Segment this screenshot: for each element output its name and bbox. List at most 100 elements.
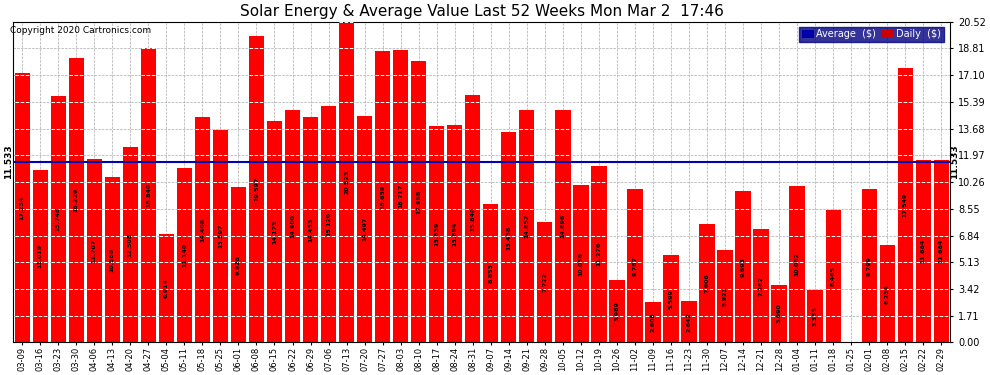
Bar	[213, 130, 228, 342]
Text: 14.433: 14.433	[308, 217, 313, 242]
Bar	[573, 185, 588, 342]
Text: 10.058: 10.058	[578, 252, 583, 276]
Text: 8.853: 8.853	[488, 263, 493, 283]
Text: 8.465: 8.465	[831, 266, 836, 286]
Bar	[393, 50, 408, 342]
Bar	[826, 210, 841, 342]
Bar	[538, 222, 552, 342]
Bar	[718, 250, 733, 342]
Text: 17.549: 17.549	[903, 193, 908, 217]
Text: 3.353: 3.353	[813, 306, 818, 326]
Text: 18.840: 18.840	[146, 183, 150, 207]
Bar	[177, 168, 192, 342]
Text: Copyright 2020 Cartronics.com: Copyright 2020 Cartronics.com	[10, 26, 151, 35]
Bar	[808, 290, 823, 342]
Bar	[68, 57, 84, 342]
Text: 13.597: 13.597	[218, 224, 223, 248]
Text: 2.642: 2.642	[686, 312, 691, 332]
Text: 13.884: 13.884	[452, 222, 457, 246]
Text: 14.173: 14.173	[272, 219, 277, 244]
Bar	[771, 285, 787, 342]
Text: 15.120: 15.120	[326, 212, 331, 236]
Text: 10.002: 10.002	[795, 252, 800, 276]
Text: 9.693: 9.693	[741, 257, 745, 277]
Bar	[86, 159, 102, 342]
Text: 18.229: 18.229	[73, 188, 79, 212]
Bar	[861, 189, 877, 342]
Text: 7.262: 7.262	[758, 276, 763, 296]
Bar	[429, 126, 445, 342]
Text: 2.608: 2.608	[650, 312, 655, 332]
Text: 12.508: 12.508	[128, 232, 133, 257]
Text: 11.533: 11.533	[4, 145, 13, 180]
Bar	[789, 186, 805, 342]
Bar	[105, 177, 120, 342]
Text: 7.606: 7.606	[705, 273, 710, 293]
Text: 6.914: 6.914	[164, 279, 169, 298]
Text: 11.019: 11.019	[38, 244, 43, 268]
Bar	[158, 234, 174, 342]
Bar	[753, 229, 769, 342]
Text: 13.438: 13.438	[506, 225, 511, 249]
Title: Solar Energy & Average Value Last 52 Weeks Mon Mar 2  17:46: Solar Energy & Average Value Last 52 Wee…	[240, 4, 724, 19]
Bar	[501, 132, 517, 342]
Bar	[248, 36, 264, 342]
Text: 11.707: 11.707	[92, 239, 97, 263]
Bar	[15, 73, 30, 342]
Bar	[609, 280, 625, 342]
Text: 18.659: 18.659	[380, 184, 385, 209]
Text: 3.690: 3.690	[776, 304, 782, 324]
Bar	[898, 68, 913, 342]
Bar	[141, 48, 156, 342]
Bar	[483, 204, 498, 342]
Bar	[357, 116, 372, 342]
Bar	[879, 245, 895, 342]
Text: 20.523: 20.523	[345, 170, 349, 194]
Bar	[375, 51, 390, 342]
Text: 14.852: 14.852	[525, 214, 530, 238]
Text: 13.839: 13.839	[435, 222, 440, 246]
Bar	[195, 117, 210, 342]
Bar	[645, 302, 660, 342]
Bar	[628, 189, 643, 342]
Bar	[555, 110, 570, 342]
Text: 9.928: 9.928	[236, 255, 241, 275]
Bar	[663, 255, 678, 342]
Bar	[681, 301, 697, 342]
Text: 15.840: 15.840	[470, 207, 475, 231]
Bar	[33, 170, 48, 342]
Text: 19.597: 19.597	[254, 177, 259, 201]
Bar	[519, 110, 535, 342]
Bar	[231, 187, 247, 342]
Bar	[339, 22, 354, 342]
Bar	[591, 166, 607, 342]
Bar	[699, 224, 715, 342]
Text: 10.580: 10.580	[110, 248, 115, 272]
Bar	[267, 121, 282, 342]
Text: 17.988: 17.988	[416, 190, 421, 214]
Text: 14.896: 14.896	[560, 214, 565, 238]
Bar	[934, 160, 949, 342]
Bar	[411, 61, 427, 342]
Text: 9.787: 9.787	[633, 256, 638, 276]
Text: 11.140: 11.140	[182, 243, 187, 267]
Text: 9.799: 9.799	[866, 256, 872, 276]
Text: 14.408: 14.408	[200, 218, 205, 242]
Bar	[321, 106, 337, 342]
Text: 14.900: 14.900	[290, 214, 295, 238]
Bar	[916, 160, 931, 342]
Bar	[465, 95, 480, 342]
Text: 5.599: 5.599	[668, 289, 673, 309]
Text: 11.664: 11.664	[939, 239, 943, 263]
Bar	[285, 110, 300, 342]
Text: 11.276: 11.276	[596, 242, 601, 266]
Text: 7.722: 7.722	[543, 272, 547, 292]
Text: 15.748: 15.748	[55, 207, 60, 231]
Text: 17.234: 17.234	[20, 196, 25, 220]
Text: 5.921: 5.921	[723, 286, 728, 306]
Text: 18.717: 18.717	[398, 184, 403, 208]
Bar	[123, 147, 138, 342]
Legend: Average  ($), Daily  ($): Average ($), Daily ($)	[799, 27, 943, 42]
Text: 11.664: 11.664	[921, 239, 926, 263]
Bar	[50, 96, 66, 342]
